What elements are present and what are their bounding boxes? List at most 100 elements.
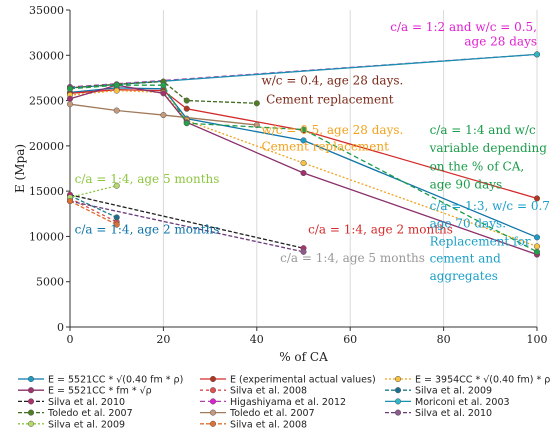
annotation-label: c/a = 1:4, age 2 months (308, 223, 453, 237)
annotation-label: Cement replacement (261, 139, 389, 153)
annotation-label: Replacement for (430, 234, 531, 248)
annotation-label: age 70 days. (430, 216, 506, 230)
y-tick-label: 20000 (29, 140, 64, 153)
legend-label: Silva et al. 2009 (48, 419, 125, 430)
legend-label: Toledo et al. 2007 (47, 408, 133, 419)
data-point (66, 198, 74, 205)
legend-label: E = 5521CC * fm * √ρ (48, 386, 152, 397)
annotation-label: age 28 days (464, 34, 537, 48)
series-line-1 (69, 89, 538, 200)
y-tick-label: 10000 (29, 230, 64, 243)
legend-label: Silva et al. 2010 (415, 408, 492, 419)
legend-swatch-marker (27, 387, 35, 394)
data-point (253, 100, 260, 107)
legend-swatch-marker (394, 409, 402, 416)
legend-swatch-marker (209, 409, 217, 416)
series-line-10 (69, 103, 257, 126)
data-point (66, 85, 74, 92)
data-point (66, 95, 74, 102)
data-point (253, 121, 260, 129)
series-line-13 (69, 200, 117, 226)
x-tick-label: 80 (437, 333, 451, 346)
legend-swatch-marker (394, 387, 402, 394)
data-point (183, 120, 190, 127)
legend-label: E (experimental actual values) (230, 375, 376, 386)
legend-swatch-marker (27, 420, 35, 427)
annotation-label: c/a = 1:3, w/c = 0.79, (430, 199, 550, 213)
annotation-label: Cement replacement (266, 92, 394, 106)
annotation-label: on the % of CA, (430, 159, 525, 173)
y-axis-label: E (Mpa) (13, 144, 27, 193)
data-point (113, 107, 120, 114)
legend-swatch-marker (209, 375, 217, 383)
annotation-label: c/a = 1:4, age 5 months (75, 172, 220, 186)
legend-label: Silva et al. 2008 (230, 386, 307, 397)
data-point (533, 243, 541, 250)
y-tick-label: 35000 (29, 4, 64, 17)
y-tick-label: 30000 (29, 49, 64, 62)
legend-label: Silva et al. 2010 (48, 397, 125, 408)
series-line-5 (69, 195, 117, 218)
legend-swatch-marker (394, 398, 402, 405)
data-point (113, 214, 120, 221)
legend-swatch-marker (209, 420, 217, 427)
data-point (300, 137, 307, 144)
series-line-14 (69, 84, 538, 253)
data-point (300, 169, 307, 177)
data-point (533, 234, 541, 241)
series-line-4 (69, 197, 117, 223)
legend-swatch-marker (209, 387, 217, 394)
legend-label: Moriconi et al. 2003 (415, 397, 510, 408)
series-line-12 (69, 185, 117, 199)
legend-label: E = 5521CC * √(0.40 fm * ρ) (48, 375, 183, 386)
legend-label: Silva et al. 2009 (415, 386, 492, 397)
data-point (160, 112, 167, 119)
legend-swatch-marker (27, 375, 35, 383)
data-point (113, 182, 120, 189)
x-tick-label: 20 (156, 333, 170, 346)
annotation-label: c/a = 1:2 and w/c = 0.5, (390, 20, 537, 34)
x-axis-label: % of CA (279, 350, 328, 364)
data-point (160, 82, 167, 89)
y-tick-label: 5000 (36, 276, 64, 289)
x-tick-label: 40 (250, 333, 264, 346)
legend-swatch-marker (27, 409, 35, 416)
data-point (300, 160, 307, 167)
data-point (113, 221, 120, 228)
x-tick-label: 60 (343, 333, 357, 346)
legend-label: Silva et al. 2008 (230, 419, 307, 430)
annotation-label: variable depending (429, 141, 548, 155)
data-point (113, 82, 120, 89)
data-point (533, 195, 541, 202)
legend-swatch-marker (394, 375, 402, 383)
annotation-label: c/a = 1:4 and w/c (430, 123, 536, 137)
data-point (533, 51, 541, 58)
y-tick-label: 0 (57, 321, 64, 334)
data-point (113, 87, 120, 94)
data-point (183, 105, 190, 112)
legend-swatch-marker (27, 398, 35, 405)
data-point (160, 90, 167, 97)
annotation-label: cement and (430, 252, 502, 266)
data-point (300, 248, 307, 255)
series-line-11 (69, 200, 304, 253)
data-point (66, 101, 74, 108)
x-tick-label: 100 (527, 333, 548, 346)
x-tick-label: 0 (67, 333, 74, 346)
annotation-label: aggregates (430, 269, 498, 283)
data-point (533, 248, 541, 255)
y-tick-label: 15000 (29, 185, 64, 198)
data-point (183, 97, 190, 104)
y-tick-label: 25000 (29, 95, 64, 108)
series-line-3 (69, 84, 538, 256)
data-point (300, 126, 307, 133)
legend-label: Higashiyama et al. 2012 (230, 397, 346, 408)
series-line-6 (69, 194, 304, 249)
annotation-label: c/a = 1:4, age 5 months (280, 251, 425, 265)
annotation-label: w/c = 0.5, age 28 days. (261, 123, 403, 137)
legend-label: Toledo et al. 2007 (229, 408, 315, 419)
annotation-label: age 90 days (430, 177, 503, 191)
annotation-label: c/a = 1:4, age 2 months (75, 223, 220, 237)
legend-swatch-marker (209, 398, 217, 405)
